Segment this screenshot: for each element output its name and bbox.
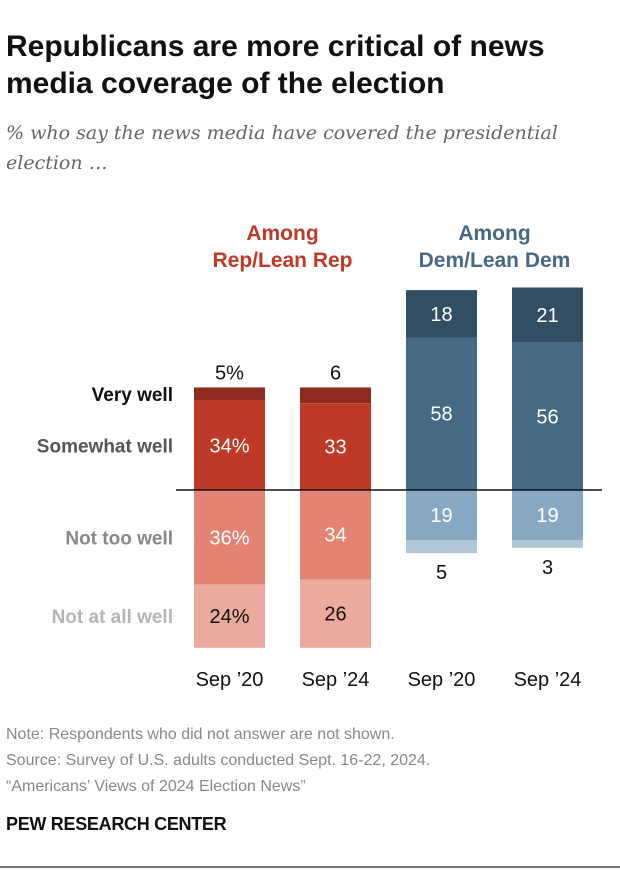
data-label: 19: [536, 505, 558, 527]
data-label: 21: [536, 305, 558, 327]
bar-segment-somewhat-well: [300, 403, 371, 490]
data-label: 6: [330, 362, 341, 384]
bar-segment-somewhat-well: [406, 337, 477, 490]
chart-title: Republicans are more critical of news me…: [6, 30, 545, 100]
bar-segment-very-well: [406, 290, 477, 338]
bar-segment-not-at-all-well: [512, 539, 583, 548]
data-label: 5: [436, 562, 447, 584]
bar-segment-very-well: [300, 387, 371, 404]
row-label-somewhat-well: Somewhat well: [37, 436, 173, 457]
group-header-line2: Dem/Lean Dem: [419, 249, 571, 272]
bar-segment-somewhat-well: [194, 400, 265, 490]
category-label: Sep ’24: [302, 669, 370, 691]
note-text: Note: Respondents who did not answer are…: [6, 726, 395, 743]
category-label: Sep ’20: [196, 669, 264, 691]
bar-segment-not-too-well: [406, 490, 477, 540]
bar-segment-not-at-all-well: [406, 539, 477, 554]
data-label: 36%: [209, 527, 249, 549]
source-text: Source: Survey of U.S. adults conducted …: [6, 752, 431, 769]
data-label: 24%: [209, 606, 249, 628]
data-label: 26: [324, 604, 346, 626]
group-header-line1: Among: [246, 222, 318, 245]
category-label: Sep ’20: [408, 669, 476, 691]
brand-logo-text: PEW RESEARCH CENTER: [6, 814, 227, 834]
data-label: 56: [536, 406, 558, 428]
report-title: “Americans’ Views of 2024 Election News”: [6, 778, 306, 795]
chart-subtitle: % who say the news media have covered th…: [6, 122, 558, 174]
data-label: 33: [324, 437, 346, 459]
data-label: 5%: [215, 362, 244, 384]
notes: Note: Respondents who did not answer are…: [6, 722, 430, 800]
data-label: 34: [324, 525, 346, 547]
stacked-bar-chart: Among Rep/Lean Rep Among Dem/Lean Dem 5% 34% 3…: [37, 222, 602, 691]
data-label: 19: [430, 505, 452, 527]
bottom-rule: [0, 866, 620, 868]
row-label-not-at-all-well: Not at all well: [52, 607, 173, 628]
bar-segment-not-too-well: [194, 490, 265, 585]
bar-segment-very-well: [194, 387, 265, 401]
data-label: 34%: [209, 435, 249, 457]
bar-segment-not-at-all-well: [194, 584, 265, 648]
data-label: 58: [430, 404, 452, 426]
bar-segment-not-at-all-well: [300, 579, 371, 648]
bar-segment-not-too-well: [512, 490, 583, 540]
data-label: 18: [430, 304, 452, 326]
category-label: Sep ’24: [514, 669, 582, 691]
bar-segment-somewhat-well: [512, 342, 583, 490]
data-label: 3: [542, 557, 553, 579]
row-label-very-well: Very well: [92, 385, 173, 406]
bar-segment-not-too-well: [300, 490, 371, 580]
group-header-line1: Among: [458, 222, 530, 245]
bar-segment-very-well: [512, 287, 583, 343]
group-header-line2: Rep/Lean Rep: [212, 249, 352, 272]
row-label-not-too-well: Not too well: [65, 528, 173, 549]
